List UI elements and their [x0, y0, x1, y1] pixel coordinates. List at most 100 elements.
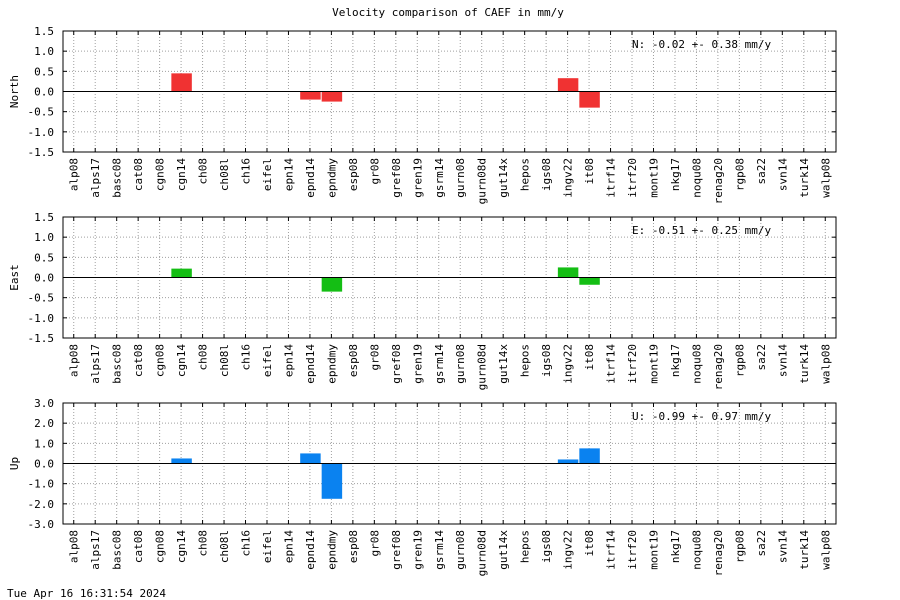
x-tick-label-ch08: ch08 — [197, 530, 210, 557]
x-tick-label-epndmy: epndmy — [325, 530, 338, 570]
y-axis-label: Up — [8, 457, 21, 470]
panel-north: 1.5 1.0 0.5 0.0 -0.5 -1.0 -1.5 North N: -0.02 +-… — [8, 25, 837, 204]
x-tick-label-basc08: basc08 — [111, 158, 124, 198]
y-tick-label: 1.0 — [34, 437, 54, 450]
x-tick-label-esp08: esp08 — [347, 158, 360, 191]
plot-frame — [62, 216, 837, 339]
x-tick-label-gurn08d: gurn08d — [476, 158, 489, 204]
x-tick-label-rgp08: rgp08 — [733, 530, 746, 563]
x-tick-label-gurn08: gurn08 — [454, 158, 467, 198]
x-tick-label-cat08: cat08 — [132, 344, 145, 377]
y-tick-label: -0.5 — [28, 292, 55, 305]
x-tick-label-igs08: igs08 — [540, 344, 553, 377]
x-tick-label-nkg17: nkg17 — [669, 158, 682, 191]
y-tick-label: -1.0 — [28, 312, 55, 325]
y-tick-label: -1.0 — [28, 126, 55, 139]
x-tick-label-epndmy: epndmy — [325, 344, 338, 384]
x-tick-label-epn14: epn14 — [282, 158, 295, 191]
bar-epndmy — [321, 277, 343, 292]
x-tick-label-gurn08: gurn08 — [454, 344, 467, 384]
x-tick-label-noqu08: noqu08 — [690, 158, 703, 198]
x-tick-label-mont19: mont19 — [647, 158, 660, 198]
x-tick-label-ch08l: ch08l — [218, 158, 231, 191]
x-tick-label-it08: it08 — [583, 530, 596, 557]
stats-annotation: N: -0.02 +- 0.38 mm/y — [632, 38, 771, 51]
y-tick-label: 0.5 — [34, 251, 54, 264]
bar-epnd14 — [300, 91, 321, 100]
x-tick-label-sa22: sa22 — [755, 344, 768, 371]
bar-ingv22 — [557, 459, 579, 464]
x-tick-label-gurn08d: gurn08d — [476, 344, 489, 390]
x-tick-label-esp08: esp08 — [347, 344, 360, 377]
x-tick-label-gr08: gr08 — [368, 158, 381, 185]
y-tick-label: 3.0 — [34, 397, 54, 410]
x-tick-label-ch08l: ch08l — [218, 530, 231, 563]
x-tick-label-gren19: gren19 — [411, 158, 424, 198]
x-tick-label-gurn08d: gurn08d — [476, 530, 489, 576]
x-tick-label-rgp08: rgp08 — [733, 158, 746, 191]
x-tick-label-basc08: basc08 — [111, 530, 124, 570]
x-tick-label-itrf20: itrf20 — [626, 530, 639, 570]
x-tick-label-igs08: igs08 — [540, 158, 553, 191]
x-tick-label-alp08: alp08 — [68, 530, 81, 563]
x-tick-label-alp08: alp08 — [68, 158, 81, 191]
x-tick-label-itrf14: itrf14 — [605, 530, 618, 570]
x-tick-label-alps17: alps17 — [89, 530, 102, 570]
x-tick-label-cgn08: cgn08 — [154, 158, 167, 191]
y-tick-label: 0.5 — [34, 65, 54, 78]
x-tick-label-cgn08: cgn08 — [154, 344, 167, 377]
x-tick-label-basc08: basc08 — [111, 344, 124, 384]
y-tick-label: -1.5 — [28, 146, 55, 159]
x-tick-label-renag20: renag20 — [712, 344, 725, 390]
x-tick-label-noqu08: noqu08 — [690, 344, 703, 384]
x-tick-label-renag20: renag20 — [712, 530, 725, 576]
y-tick-label: -3.0 — [28, 518, 55, 531]
bar-it08 — [579, 448, 600, 464]
x-tick-label-epnd14: epnd14 — [304, 530, 317, 570]
bar-ingv22 — [557, 267, 579, 278]
x-tick-label-epnd14: epnd14 — [304, 158, 317, 198]
x-tick-label-epn14: epn14 — [282, 344, 295, 377]
x-tick-label-ingv22: ingv22 — [562, 158, 575, 198]
panel-up: 3.0 2.0 1.0 0.0 -1.0 -2.0 -3.0 Up U: -0.99 +- 0.… — [8, 397, 837, 576]
x-tick-label-renag20: renag20 — [712, 158, 725, 204]
chart-title: Velocity comparison of CAEF in mm/y — [332, 6, 564, 19]
x-tick-label-sa22: sa22 — [755, 530, 768, 557]
x-tick-label-eifel: eifel — [261, 530, 274, 563]
x-tick-label-noqu08: noqu08 — [690, 530, 703, 570]
chart-panels: 1.5 1.0 0.5 0.0 -0.5 -1.0 -1.5 North N: -0.02 +-… — [8, 25, 837, 576]
x-tick-label-ch16: ch16 — [240, 158, 253, 185]
x-tick-label-gref08: gref08 — [390, 158, 403, 198]
x-tick-label-mont19: mont19 — [647, 530, 660, 570]
x-tick-label-gurn08: gurn08 — [454, 530, 467, 570]
y-tick-label: 1.5 — [34, 211, 54, 224]
x-tick-label-itrf14: itrf14 — [605, 344, 618, 384]
x-tick-label-epnd14: epnd14 — [304, 344, 317, 384]
bar-cgn14 — [171, 268, 192, 278]
y-tick-label: -2.0 — [28, 498, 55, 511]
x-tick-label-gsrm14: gsrm14 — [433, 344, 446, 384]
x-tick-label-epndmy: epndmy — [325, 158, 338, 198]
x-tick-label-itrf20: itrf20 — [626, 158, 639, 198]
x-tick-label-walp08: walp08 — [819, 344, 832, 384]
x-tick-label-turk14: turk14 — [798, 530, 811, 570]
x-tick-label-walp08: walp08 — [819, 530, 832, 570]
x-tick-label-igs08: igs08 — [540, 530, 553, 563]
x-tick-label-gsrm14: gsrm14 — [433, 530, 446, 570]
x-tick-label-cgn08: cgn08 — [154, 530, 167, 563]
bar-it08 — [579, 277, 600, 285]
y-tick-label: -1.5 — [28, 332, 55, 345]
y-tick-label: 0.0 — [34, 458, 54, 471]
stats-annotation: E: -0.51 +- 0.25 mm/y — [632, 224, 771, 237]
bar-it08 — [579, 91, 600, 108]
x-tick-label-svn14: svn14 — [776, 344, 789, 377]
y-tick-label: -0.5 — [28, 106, 55, 119]
x-tick-label-itrf20: itrf20 — [626, 344, 639, 384]
x-tick-label-svn14: svn14 — [776, 158, 789, 191]
y-tick-label: 0.0 — [34, 86, 54, 99]
x-tick-label-alp08: alp08 — [68, 344, 81, 377]
bar-epnd14 — [300, 453, 321, 464]
x-tick-label-svn14: svn14 — [776, 530, 789, 563]
y-tick-label: 2.0 — [34, 417, 54, 430]
x-tick-label-it08: it08 — [583, 344, 596, 371]
